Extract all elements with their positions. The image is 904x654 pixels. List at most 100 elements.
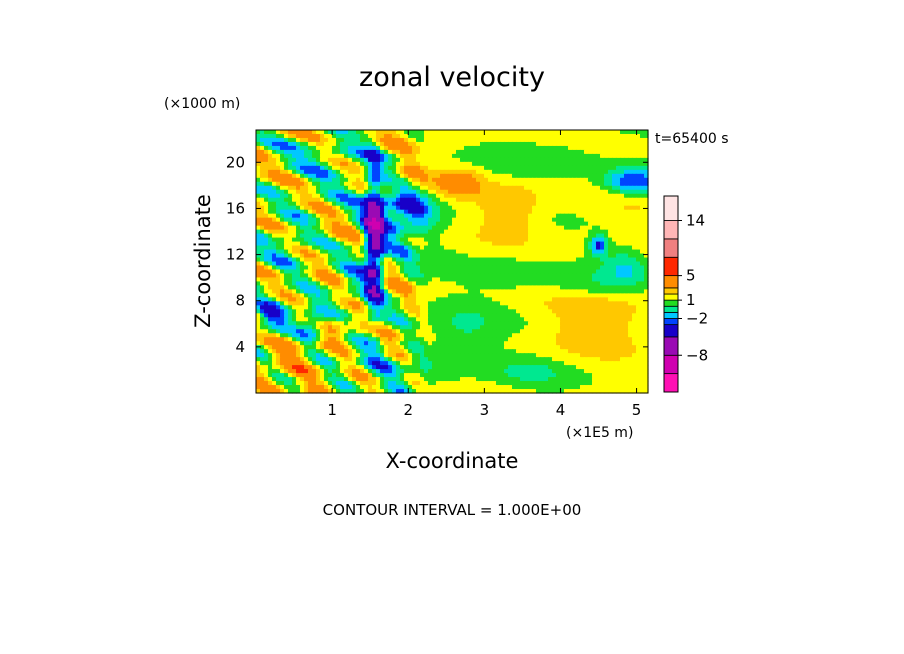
field-cell [472,169,477,175]
field-cell [624,237,629,243]
field-cell [448,141,453,147]
field-cell [616,217,621,223]
field-cell [492,205,497,211]
field-cell [368,285,373,290]
field-cell [472,205,477,211]
field-cell [284,285,289,290]
field-cell [508,169,513,175]
field-cell [432,261,437,267]
field-cell [360,253,365,259]
field-cell [364,201,369,207]
field-cell [568,313,573,318]
field-cell [408,313,413,318]
field-cell [644,193,649,199]
field-cell [500,329,505,334]
field-cell [532,161,537,167]
field-cell [448,285,453,290]
field-cell [308,321,313,326]
field-cell [504,149,509,155]
field-cell [576,257,581,263]
field-cell [500,229,505,235]
field-cell [272,305,277,310]
field-cell [496,281,501,286]
field-cell [532,317,537,322]
field-cell [584,321,589,326]
field-cell [588,189,593,195]
field-cell [312,313,317,318]
field-cell [532,253,537,259]
field-cell [308,285,313,290]
field-cell [368,257,373,263]
field-cell [596,297,601,302]
field-cell [268,301,273,306]
field-cell [444,233,449,239]
field-cell [344,285,349,290]
field-cell [540,245,545,251]
field-cell [396,285,401,290]
field-cell [316,141,321,147]
field-cell [312,177,317,183]
field-cell [384,245,389,251]
field-cell [428,325,433,330]
field-cell [608,309,613,314]
field-cell [324,269,329,275]
field-cell [560,245,565,251]
field-cell [604,161,609,167]
field-cell [396,325,401,330]
field-cell [372,173,377,179]
field-cell [540,229,545,235]
field-cell [644,249,649,255]
field-cell [604,269,609,275]
field-cell [644,301,649,306]
field-cell [556,325,561,330]
field-cell [556,133,561,139]
field-cell [440,265,445,271]
field-cell [364,161,369,167]
field-cell [552,177,557,183]
field-cell [284,197,289,203]
field-cell [332,261,337,267]
field-cell [544,165,549,171]
field-cell [276,193,281,199]
field-cell [580,329,585,334]
field-cell [424,257,429,263]
field-cell [388,313,393,318]
field-cell [356,249,361,255]
field-cell [328,165,333,171]
field-cell [324,309,329,314]
field-cell [468,133,473,139]
field-cell [364,313,369,318]
field-cell [276,265,281,271]
field-cell [324,130,329,135]
field-cell [256,193,261,199]
field-cell [416,289,421,294]
field-cell [344,209,349,215]
field-cell [536,245,541,251]
field-cell [548,265,553,271]
field-cell [408,233,413,239]
field-cell [336,213,341,219]
field-cell [292,149,297,155]
field-cell [312,297,317,302]
field-cell [384,297,389,302]
field-cell [572,221,577,227]
field-cell [464,157,469,163]
field-cell [348,189,353,195]
field-cell [440,325,445,330]
field-cell [260,185,265,191]
field-cell [376,209,381,215]
field-cell [516,313,521,318]
field-cell [488,237,493,243]
field-cell [360,130,365,135]
field-cell [316,225,321,231]
field-cell [300,237,305,243]
field-cell [268,317,273,322]
field-cell [396,245,401,251]
field-cell [580,221,585,227]
field-cell [400,281,405,286]
field-cell [276,289,281,294]
field-cell [616,301,621,306]
field-cell [420,165,425,171]
field-cell [316,289,321,294]
field-cell [312,265,317,271]
